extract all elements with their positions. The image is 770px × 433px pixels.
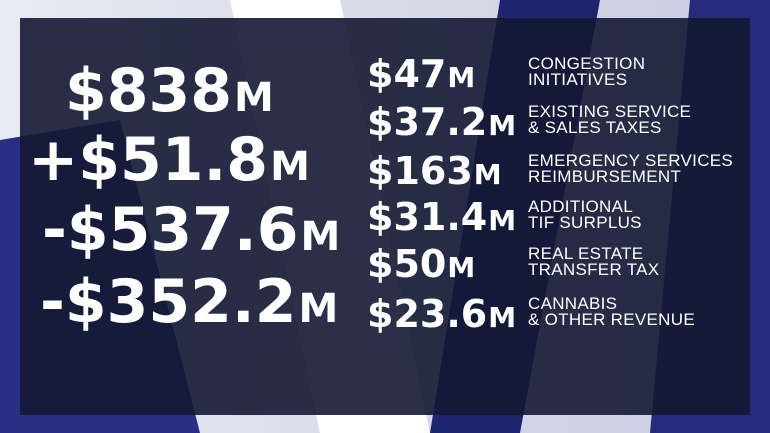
total-figure: -$537.6M: [42, 195, 340, 265]
item-label: REIMBURSEMENT: [528, 167, 681, 186]
item-figure: $31.4M: [367, 195, 516, 239]
item-unit: M: [488, 109, 516, 142]
item-amount: $50: [367, 242, 446, 286]
total-amount: -$537.6: [42, 195, 298, 265]
item-figure: $163M: [367, 149, 502, 193]
item-amount: $47: [367, 52, 446, 96]
item-amount: $37.2: [367, 100, 487, 144]
item-label: & SALES TAXES: [528, 118, 662, 137]
item-label: ADDITIONAL: [528, 197, 633, 216]
total-unit: M: [298, 286, 338, 332]
item-label: TRANSFER TAX: [528, 260, 659, 279]
item-amount: $163: [367, 149, 473, 193]
item-unit: M: [447, 251, 475, 284]
item-figure: $37.2M: [367, 100, 516, 144]
item-unit: M: [488, 204, 516, 237]
item-label: CONGESTION: [528, 54, 645, 73]
total-amount: +$51.8: [28, 125, 268, 195]
item-label: TIF SURPLUS: [528, 213, 642, 232]
item-figure: $23.6M: [367, 292, 516, 336]
item-figure: $50M: [367, 242, 475, 286]
total-figure: +$51.8M: [28, 125, 310, 195]
item-label: CANNABIS: [528, 294, 617, 313]
total-figure: $838M: [65, 56, 274, 126]
total-unit: M: [300, 214, 340, 260]
panel: [20, 18, 750, 415]
total-amount: $838: [65, 56, 232, 126]
item-label: EXISTING SERVICE: [528, 102, 691, 121]
total-unit: M: [270, 144, 310, 190]
item-label: INITIATIVES: [528, 70, 627, 89]
total-figure: -$352.2M: [40, 267, 338, 337]
item-label: REAL ESTATE: [528, 244, 643, 263]
item-amount: $23.6: [367, 292, 487, 336]
item-label: & OTHER REVENUE: [528, 310, 695, 329]
item-unit: M: [488, 301, 516, 334]
total-amount: -$352.2: [40, 267, 296, 337]
item-unit: M: [447, 61, 475, 94]
item-label: EMERGENCY SERVICES: [528, 151, 733, 170]
item-figure: $47M: [367, 52, 475, 96]
content: $838M+$51.8M-$537.6M-$352.2M$47M CONGESTI…: [28, 52, 733, 337]
total-unit: M: [234, 75, 274, 121]
item-unit: M: [474, 158, 502, 191]
item-amount: $31.4: [367, 195, 487, 239]
